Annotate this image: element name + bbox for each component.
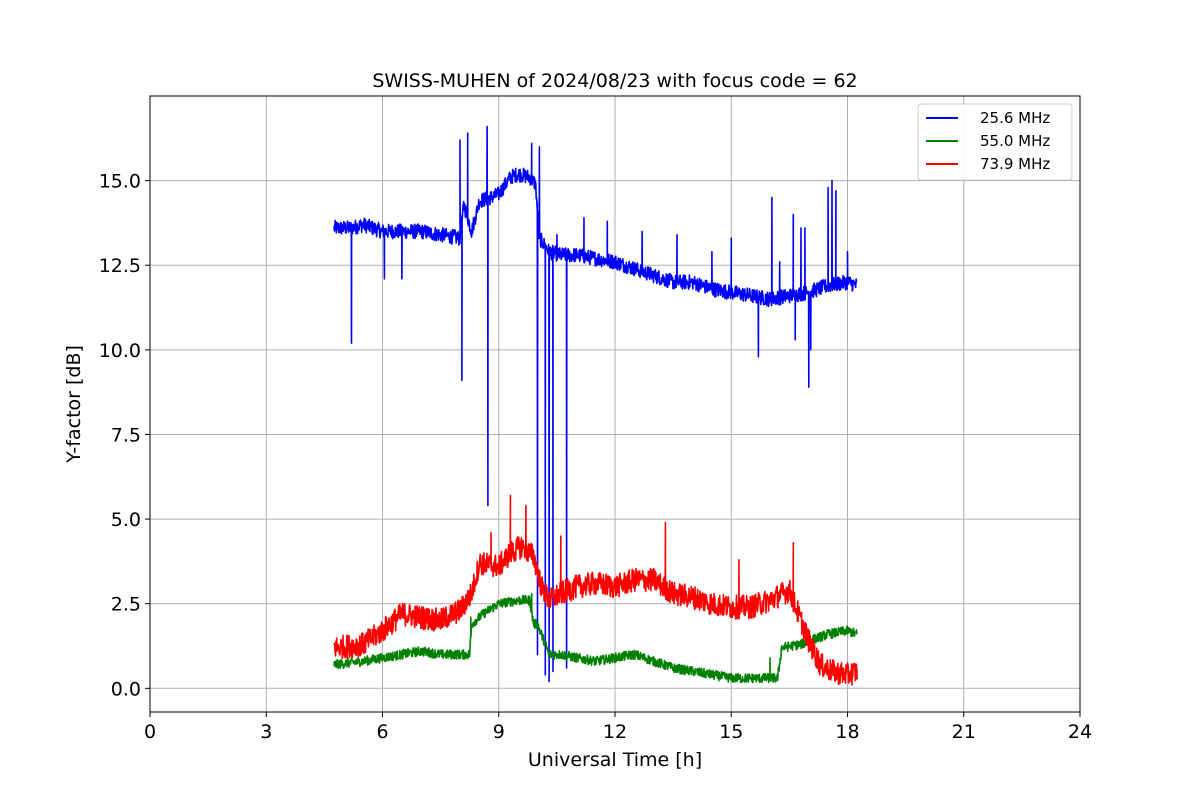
x-tick-label: 21 xyxy=(952,721,976,743)
x-tick-label: 6 xyxy=(376,721,388,743)
x-tick-label: 3 xyxy=(260,721,272,743)
y-tick-label: 0.0 xyxy=(111,678,141,700)
series-line xyxy=(333,125,858,683)
chart-title: SWISS-MUHEN of 2024/08/23 with focus cod… xyxy=(372,70,857,92)
series-line xyxy=(333,592,858,684)
y-tick-label: 10.0 xyxy=(99,340,141,362)
legend: 25.6 MHz 55.0 MHz 73.9 MHz xyxy=(917,103,1073,181)
y-tick-label: 15.0 xyxy=(99,171,141,193)
legend-label: 25.6 MHz xyxy=(980,109,1050,127)
grid xyxy=(149,96,1081,712)
x-tick-label: 24 xyxy=(1068,721,1092,743)
y-tick-label: 12.5 xyxy=(99,255,141,277)
plot-series xyxy=(333,125,858,686)
legend-label: 55.0 MHz xyxy=(980,132,1050,150)
series-line xyxy=(333,494,858,686)
x-tick-label: 18 xyxy=(835,721,859,743)
y-axis-label: Y-factor [dB] xyxy=(63,345,85,464)
x-axis-label: Universal Time [h] xyxy=(528,749,702,771)
legend-label: 73.9 MHz xyxy=(980,155,1050,173)
x-tick-label: 12 xyxy=(603,721,627,743)
series-0 xyxy=(333,125,858,683)
series-1 xyxy=(333,592,858,684)
y-tick-label: 5.0 xyxy=(111,509,141,531)
x-tick-label: 0 xyxy=(144,721,156,743)
axis-ticks: 0 3 6 9 12 15 18 21 24 0.0 2.5 5.0 7.5 10.0 12.5 15.0 xyxy=(99,171,1092,743)
y-tick-label: 7.5 xyxy=(111,424,141,446)
x-tick-label: 15 xyxy=(719,721,743,743)
x-tick-label: 9 xyxy=(493,721,505,743)
legend-box xyxy=(917,103,1073,181)
series-2 xyxy=(333,494,858,686)
y-tick-label: 2.5 xyxy=(111,594,141,616)
